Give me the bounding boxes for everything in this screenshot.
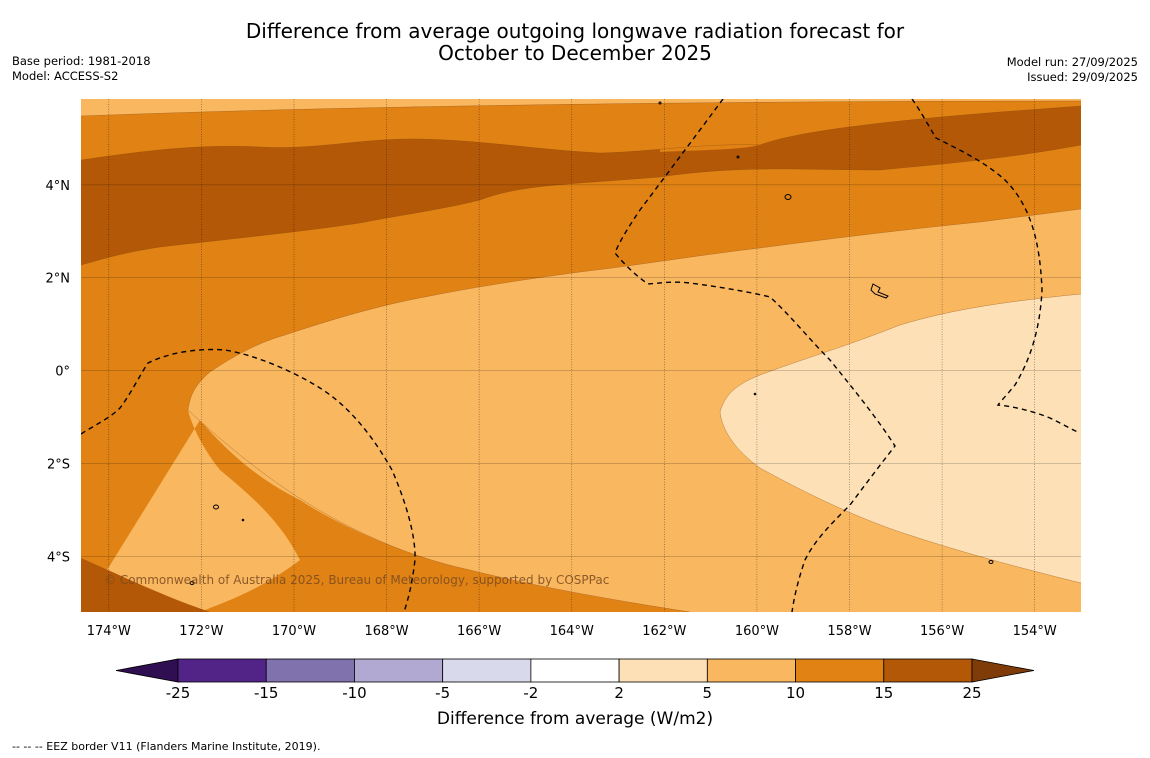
colorbar-title: Difference from average (W/m2) xyxy=(436,709,714,729)
lat-tick-label: 0° xyxy=(55,365,70,380)
island-8 xyxy=(241,518,245,522)
island-5 xyxy=(988,560,994,564)
colorbar-tick-label: -10 xyxy=(342,684,367,702)
colorbar-tick-label: 2 xyxy=(614,684,624,702)
map-plot-area: © Commonwealth of Australia 2025, Bureau… xyxy=(81,99,1081,612)
base-period: Base period: 1981-2018 xyxy=(12,54,151,68)
colorbar-segment xyxy=(618,658,708,683)
lon-tick-label: 172°W xyxy=(179,624,223,639)
colorbar-tick-label: -15 xyxy=(253,684,279,702)
island-7 xyxy=(736,155,740,159)
lon-tick-label: 164°W xyxy=(550,624,594,639)
lat-tick-label: 2°N xyxy=(46,272,71,287)
island-2 xyxy=(870,283,889,299)
meta-left: Base period: 1981-2018 Model: ACCESS-S2 xyxy=(12,54,151,84)
colorbar-segment xyxy=(530,658,620,683)
lon-tick-label: 160°W xyxy=(735,624,779,639)
lat-tick-label: 4°S xyxy=(47,550,70,565)
graticule xyxy=(81,99,1081,612)
colorbar-tick-label: -5 xyxy=(435,684,451,702)
lat-tick-label: 4°N xyxy=(46,179,71,194)
contour-5-10-north xyxy=(81,99,1081,116)
colorbar xyxy=(115,658,1035,683)
model-name: Model: ACCESS-S2 xyxy=(12,69,119,83)
lat-tick-label: 2°S xyxy=(47,457,70,472)
contour-15-25-south xyxy=(81,558,210,612)
colorbar-extend-low xyxy=(115,658,179,683)
colorbar-segment xyxy=(265,658,355,683)
colorbar-segment xyxy=(706,658,796,683)
island-9 xyxy=(753,392,757,396)
lon-tick-label: 158°W xyxy=(827,624,871,639)
lon-tick-label: 170°W xyxy=(272,624,316,639)
lon-tick-label: 168°W xyxy=(364,624,408,639)
island-3 xyxy=(213,504,219,510)
lon-tick-label: 156°W xyxy=(920,624,964,639)
lon-tick-label: 162°W xyxy=(642,624,686,639)
lon-tick-label: 154°W xyxy=(1013,624,1057,639)
eez-footnote: -- -- -- EEZ border V11 (Flanders Marine… xyxy=(12,740,321,753)
lat-tick-labels: 4°N 2°N 0° 2°S 4°S xyxy=(46,179,71,565)
colorbar-segment xyxy=(354,658,444,683)
colorbar-segment xyxy=(795,658,885,683)
contour-10-15-lobe xyxy=(660,140,760,152)
colorbar-segment xyxy=(177,658,267,683)
copyright-text: © Commonwealth of Australia 2025, Bureau… xyxy=(104,573,609,587)
colorbar-tick-label: -25 xyxy=(165,684,191,702)
lon-tick-label: 174°W xyxy=(87,624,131,639)
island-1 xyxy=(784,194,792,200)
colorbar-segment xyxy=(442,658,532,683)
island-4 xyxy=(189,581,195,585)
chart-title-line2: October to December 2025 xyxy=(438,41,712,65)
colorbar-segment xyxy=(883,658,973,683)
meta-right: Model run: 27/09/2025 Issued: 29/09/2025 xyxy=(1007,55,1138,85)
colorbar-tick-label: 10 xyxy=(786,684,806,702)
colorbar-tick-label: 5 xyxy=(702,684,713,702)
chart-title-line1: Difference from average outgoing longwav… xyxy=(245,19,905,43)
issued-date: Issued: 29/09/2025 xyxy=(1027,70,1138,84)
contour-2-5 xyxy=(720,294,1081,583)
contour-lines xyxy=(81,100,1081,612)
island-6 xyxy=(658,101,662,105)
colorbar-tick-label: 25 xyxy=(962,684,982,702)
colorbar-extend-high xyxy=(971,658,1035,683)
islands xyxy=(189,101,994,585)
lon-tick-labels: 174°W 172°W 170°W 168°W 166°W 164°W 162°W 160°W… xyxy=(87,624,1057,639)
colorbar-tick-label: -2 xyxy=(523,684,539,702)
lon-tick-label: 166°W xyxy=(457,624,501,639)
colorbar-tick-label: 15 xyxy=(874,684,894,702)
contour-15-25-north xyxy=(81,106,1081,265)
model-run: Model run: 27/09/2025 xyxy=(1006,55,1138,69)
eez-borders xyxy=(81,99,1079,612)
